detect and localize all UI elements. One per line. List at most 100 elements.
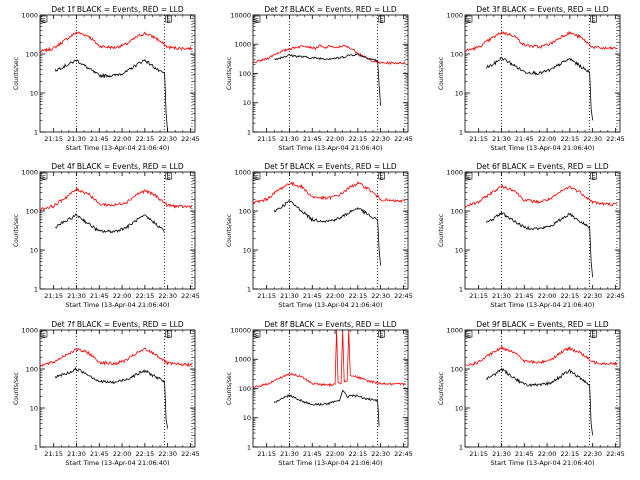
x-tick-label: 21:30 [492,450,511,458]
marker-label: E [592,17,596,25]
x-tick-label: 21:30 [492,135,511,143]
x-tick-label: 22:45 [394,135,413,143]
y-axis-label: Counts/sec [438,214,445,247]
y-axis-label: Counts/sec [226,372,233,405]
plot-frame [464,14,621,133]
y-axis-label: Counts/sec [438,372,445,405]
y-tick-label: 1000 [234,356,251,364]
x-tick-label: 22:30 [371,292,390,300]
x-tick-label: 22:15 [135,135,154,143]
x-tick-label: 21:45 [90,292,109,300]
x-tick-label: 21:30 [67,135,86,143]
y-tick-label: 100 [451,365,463,373]
marker-label: E [42,17,46,25]
y-tick-label: 1000 [234,41,251,49]
series-line-events [54,213,165,234]
x-tick-label: 22:45 [394,292,413,300]
y-tick-label: 10 [455,89,463,97]
marker-box [378,172,385,180]
y-tick-label: 10 [30,89,38,97]
x-tick-label: 22:30 [371,135,390,143]
x-tick-label: 21:15 [44,292,63,300]
series-line-events [485,367,593,436]
y-tick-label: 100 [239,207,251,215]
marker-label: E [167,332,171,340]
y-tick-label: 100 [451,207,463,215]
marker-label: E [255,332,259,340]
x-tick-label: 21:15 [257,135,276,143]
chart-panel-1: Det 1f BLACK = Events, RED = LLD E E 1 10 100… [13,5,200,152]
plot-frame [39,14,196,133]
y-tick-label: 100 [26,365,38,373]
x-tick-label: 22:00 [538,450,557,458]
y-tick-label: 100 [451,50,463,58]
y-axis-label: Counts/sec [13,57,20,90]
x-tick-label: 22:30 [583,135,602,143]
x-tick-label: 22:30 [158,292,177,300]
chart-panel-9: Det 9f BLACK = Events, RED = LLD E E 1 10 100… [438,320,625,467]
x-tick-label: 21:45 [90,135,109,143]
marker-label: E [467,332,471,340]
x-tick-label: 21:15 [44,450,63,458]
chart-panel-8: Det 8f BLACK = Events, RED = LLD E E 1 10 100… [226,320,413,467]
x-tick-label: 22:15 [135,450,154,458]
chart-panel-5: Det 5f BLACK = Events, RED = LLD E E 1 10 100… [226,162,413,309]
x-tick-label: 22:00 [113,292,132,300]
y-tick-label: 10 [243,414,251,422]
plot-frame [464,171,621,290]
chart-title: Det 9f BLACK = Events, RED = LLD [476,320,609,329]
x-tick-label: 22:45 [181,292,200,300]
x-tick-label: 21:45 [515,135,534,143]
x-tick-label: 21:45 [90,450,109,458]
x-axis-label: Start Time (13-Apr-04 21:06:40) [278,459,382,467]
x-tick-label: 22:00 [113,135,132,143]
y-tick-label: 1000 [21,168,38,176]
series-line-lld [464,345,618,366]
y-tick-label: 10 [455,246,463,254]
x-axis-label: Start Time (13-Apr-04 21:06:40) [278,301,382,309]
x-tick-label: 22:45 [394,450,413,458]
series-line-events [273,200,381,266]
y-tick-label: 10 [30,246,38,254]
chart-title: Det 1f BLACK = Events, RED = LLD [51,5,184,14]
x-tick-label: 22:45 [606,135,625,143]
series-line-lld [39,347,193,368]
marker-label: E [380,174,384,182]
x-axis-label: Start Time (13-Apr-04 21:06:40) [490,459,594,467]
plot-frame [39,171,196,290]
x-tick-label: 21:30 [280,135,299,143]
series-line-events [485,211,593,278]
marker-box [165,15,172,23]
series-line-lld [252,180,406,205]
x-tick-label: 22:30 [583,292,602,300]
marker-box [378,330,385,338]
y-tick-label: 1 [459,285,463,293]
x-axis-label: Start Time (13-Apr-04 21:06:40) [490,144,594,152]
marker-box [590,15,597,23]
chart-panel-7: Det 7f BLACK = Events, RED = LLD E E 1 10 100… [13,320,200,467]
series-line-events [273,389,380,427]
y-axis-label: Counts/sec [438,57,445,90]
x-tick-label: 21:45 [303,450,322,458]
y-tick-label: 1 [34,443,38,451]
chart-panel-2: Det 2f BLACK = Events, RED = LLD E E 1 10 100… [226,5,413,152]
x-tick-label: 22:15 [348,135,367,143]
marker-label: E [380,332,384,340]
marker-box [165,172,172,180]
chart-title: Det 2f BLACK = Events, RED = LLD [264,5,397,14]
marker-label: E [467,174,471,182]
series-line-lld [464,30,618,53]
x-tick-label: 22:15 [135,292,154,300]
series-line-lld [464,184,618,208]
chart-panel-4: Det 4f BLACK = Events, RED = LLD E E 1 10 100… [13,162,200,309]
x-tick-label: 21:15 [469,450,488,458]
plot-frame [39,329,196,448]
x-tick-label: 22:45 [181,135,200,143]
y-tick-label: 1 [247,128,251,136]
y-tick-label: 1000 [21,11,38,19]
plot-frame [464,329,621,448]
y-axis-label: Counts/sec [226,57,233,90]
y-tick-label: 1 [247,285,251,293]
y-tick-label: 1 [459,443,463,451]
x-tick-label: 22:30 [371,450,390,458]
